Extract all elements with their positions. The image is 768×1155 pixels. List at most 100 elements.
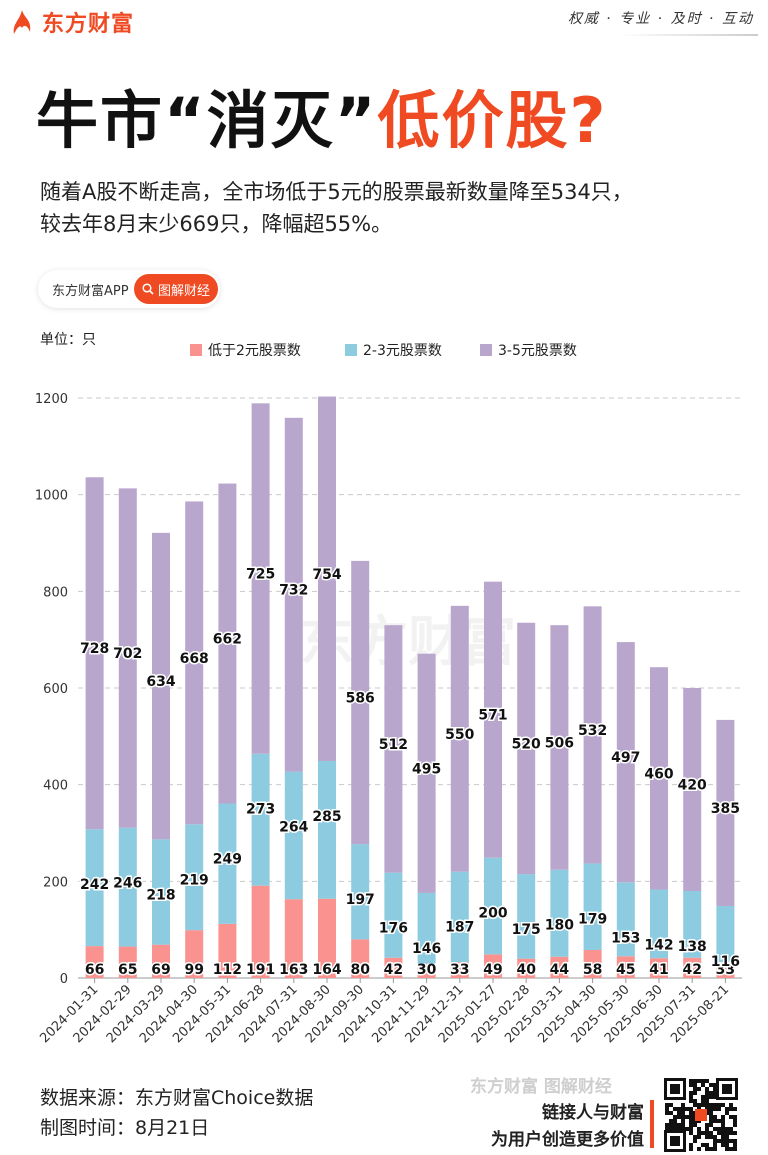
bar-segment[interactable] — [683, 891, 702, 958]
legend-item-2: 2-3元股票数 — [345, 343, 442, 359]
data-label: 175 — [512, 922, 541, 938]
bar-segment[interactable] — [318, 760, 336, 899]
bar-segment[interactable] — [118, 946, 137, 978]
data-label: 33 — [450, 962, 469, 978]
data-label: 179 — [578, 911, 607, 927]
bar-segment[interactable] — [218, 923, 237, 978]
bar-segment[interactable] — [683, 957, 702, 978]
bar-segment[interactable] — [450, 962, 469, 978]
bar-segment[interactable] — [185, 501, 204, 825]
bar-group-2024-03-29: 69 218 634 — [145, 532, 177, 980]
qr-code-icon[interactable] — [664, 1078, 738, 1152]
y-tick-label: 1200 — [35, 392, 68, 407]
bar-segment[interactable] — [384, 872, 403, 958]
bar-segment[interactable] — [185, 930, 204, 978]
bar-segment[interactable] — [152, 532, 170, 840]
page-subtitle: 随着A股不断走高，全市场低于5元的股票最新数量降至534只， 较去年8月末少66… — [40, 176, 740, 240]
bar-segment[interactable] — [185, 824, 204, 931]
bar-segment[interactable] — [484, 954, 502, 978]
bar-segment[interactable] — [85, 477, 104, 830]
bar-segment[interactable] — [85, 946, 104, 978]
bar-segment[interactable] — [152, 944, 170, 978]
data-label: 725 — [246, 567, 275, 583]
bar-segment[interactable] — [583, 949, 602, 978]
data-label: 634 — [146, 674, 175, 690]
bar-segment[interactable] — [583, 606, 602, 864]
bar-segment[interactable] — [152, 839, 170, 945]
data-label: 497 — [611, 750, 640, 766]
data-label: 116 — [711, 954, 740, 970]
data-label: 506 — [545, 735, 574, 751]
legend-label: 低于2元股票数 — [208, 343, 301, 359]
bar-segment[interactable] — [650, 889, 668, 959]
data-label: 420 — [678, 778, 707, 794]
bar-segment[interactable] — [417, 892, 436, 964]
bar-segment[interactable] — [450, 871, 469, 963]
title-part-black: 牛市“消灭” — [36, 84, 378, 157]
bar-segment[interactable] — [251, 885, 270, 978]
data-label: 44 — [550, 962, 570, 978]
bar-segment[interactable] — [484, 857, 502, 955]
search-icon — [142, 283, 154, 295]
bar-segment[interactable] — [218, 803, 237, 924]
bar-segment[interactable] — [583, 863, 602, 950]
bar-segment[interactable] — [118, 488, 137, 828]
top-bar: 东方财富 权威 · 专业 · 及时 · 互动 — [0, 0, 768, 48]
infographic-button[interactable]: 图解财经 — [134, 274, 218, 304]
bar-segment[interactable] — [118, 827, 137, 947]
legend-label: 2-3元股票数 — [363, 343, 442, 359]
bar-segment[interactable] — [318, 898, 336, 978]
bar-segment[interactable] — [218, 483, 237, 804]
data-label: 460 — [644, 766, 673, 782]
bar-segment[interactable] — [550, 625, 569, 870]
data-label: 112 — [213, 962, 242, 978]
brand-logo[interactable]: 东方财富 — [10, 6, 134, 38]
app-chip-label: 东方财富APP — [52, 284, 129, 299]
bar-segment[interactable] — [517, 874, 536, 959]
data-label: 702 — [113, 646, 142, 662]
bar-group-2025-07-31: 42 138 420 — [676, 688, 709, 980]
bar-segment[interactable] — [683, 688, 702, 891]
bar-segment[interactable] — [384, 625, 403, 873]
bar-segment[interactable] — [251, 403, 270, 754]
bar-segment[interactable] — [251, 753, 270, 886]
data-label: 732 — [279, 583, 308, 599]
bar-segment[interactable] — [484, 581, 502, 858]
bar-segment[interactable] — [284, 771, 303, 900]
bar-segment[interactable] — [417, 653, 436, 893]
bar-segment[interactable] — [417, 963, 436, 979]
bar-group-2025-04-30: 58 179 532 — [576, 606, 609, 980]
bar-segment[interactable] — [616, 956, 635, 978]
bar-segment[interactable] — [85, 829, 104, 947]
bar-segment[interactable] — [318, 396, 336, 761]
bar-group-2024-04-30: 99 219 668 — [178, 501, 210, 980]
bar-segment[interactable] — [384, 957, 403, 978]
bar-segment[interactable] — [716, 962, 735, 978]
bar-segment[interactable] — [550, 869, 569, 957]
bar-segment[interactable] — [650, 958, 668, 978]
data-label: 80 — [350, 962, 370, 978]
footer-slogan-1: 链接人与财富 — [542, 1103, 644, 1123]
bar-segment[interactable] — [616, 642, 635, 883]
bar-segment[interactable] — [650, 667, 668, 890]
bar-segment[interactable] — [550, 956, 569, 978]
bar-segment[interactable] — [616, 882, 635, 957]
data-label: 45 — [616, 962, 635, 978]
bar-segment[interactable] — [284, 899, 303, 978]
bar-segment[interactable] — [351, 844, 370, 940]
bar-group-2025-05-30: 45 153 497 — [610, 642, 642, 980]
bar-segment[interactable] — [517, 622, 536, 875]
bar-segment[interactable] — [716, 905, 735, 963]
footer-watermark: 东方财富 图解财经 — [470, 1077, 612, 1097]
chart-legend: 低于2元股票数 2-3元股票数 3-5元股票数 — [190, 343, 577, 359]
bar-segment[interactable] — [517, 958, 536, 978]
data-label: 42 — [384, 962, 403, 978]
bar-segment[interactable] — [716, 719, 735, 906]
bar-segment[interactable] — [450, 605, 469, 872]
bar-segment[interactable] — [284, 417, 303, 772]
bar-segment[interactable] — [351, 939, 370, 978]
legend-label: 3-5元股票数 — [498, 343, 577, 359]
data-label: 164 — [312, 962, 341, 978]
bar-segment[interactable] — [351, 560, 370, 845]
data-label: 58 — [583, 962, 602, 978]
